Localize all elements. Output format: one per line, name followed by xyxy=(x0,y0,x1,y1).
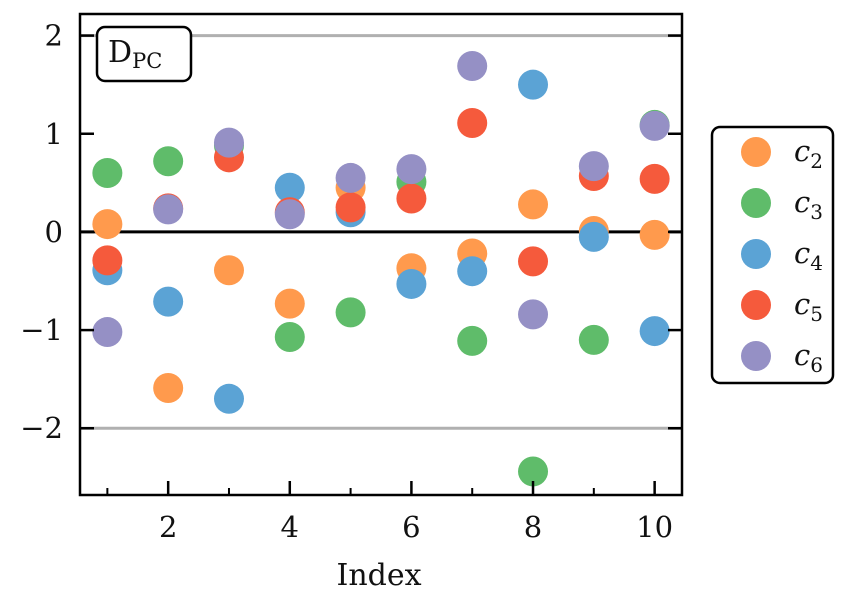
data-points xyxy=(92,51,670,487)
point-c5-1 xyxy=(92,245,123,276)
point-c5-6 xyxy=(396,183,427,214)
y-tick-label: −2 xyxy=(20,411,63,445)
point-c2-3 xyxy=(213,255,244,286)
legend-label: c6 xyxy=(794,338,823,377)
legend-item-c4: c4 xyxy=(741,236,823,275)
point-c3-5 xyxy=(335,297,366,328)
point-c3-8 xyxy=(518,456,549,487)
annotation-base: D xyxy=(108,35,132,70)
point-c6-4 xyxy=(274,199,305,230)
x-tick-label: 8 xyxy=(524,510,542,544)
point-c4-6 xyxy=(396,268,427,299)
legend-marker xyxy=(741,188,771,218)
legend-item-c2: c2 xyxy=(741,134,823,173)
point-c4-9 xyxy=(578,221,609,252)
plot-frame xyxy=(78,12,684,497)
point-c5-10 xyxy=(639,163,670,194)
x-tick-label: 2 xyxy=(159,510,177,544)
point-c3-9 xyxy=(578,324,609,355)
point-c6-9 xyxy=(578,151,609,182)
legend: c2 c3 c4 c5 c6 xyxy=(710,125,835,385)
annotation-box: DPC xyxy=(95,25,193,83)
x-axis-label: Index xyxy=(336,558,421,593)
y-tick-label: 1 xyxy=(45,117,63,151)
x-tick-label: 4 xyxy=(281,510,299,544)
legend-marker xyxy=(741,239,771,269)
legend-label: c4 xyxy=(794,236,823,275)
y-tick-label: −1 xyxy=(20,313,63,347)
point-c2-1 xyxy=(92,209,123,240)
point-c6-7 xyxy=(457,51,488,82)
point-c6-6 xyxy=(396,154,427,185)
axis-ticks: 2 4 6 8 10 −2 −1 0 1 2 xyxy=(20,19,682,544)
y-tick-label: 0 xyxy=(45,215,63,249)
point-c3-4 xyxy=(274,321,305,352)
point-c4-3 xyxy=(213,383,244,414)
point-c6-5 xyxy=(335,162,366,193)
point-c4-2 xyxy=(153,286,184,317)
legend-label: c5 xyxy=(794,287,823,326)
x-tick-label: 6 xyxy=(402,510,420,544)
point-c2-2 xyxy=(153,373,184,404)
legend-item-c5: c5 xyxy=(741,287,823,326)
point-c3-7 xyxy=(457,325,488,356)
legend-label: c2 xyxy=(794,134,823,173)
point-c4-7 xyxy=(457,256,488,287)
point-c6-3 xyxy=(213,127,244,158)
legend-item-c6: c6 xyxy=(741,338,823,377)
legend-marker xyxy=(741,290,771,320)
legend-marker xyxy=(741,341,771,371)
point-c3-1 xyxy=(92,158,123,189)
legend-frame xyxy=(710,125,835,385)
y-tick-label: 2 xyxy=(45,19,63,53)
annotation-label: DPC xyxy=(108,35,162,73)
legend-marker xyxy=(741,137,771,167)
point-c6-2 xyxy=(153,194,184,225)
annotation-sub: PC xyxy=(132,49,162,73)
point-c3-2 xyxy=(153,146,184,177)
point-c4-4 xyxy=(274,172,305,203)
point-c2-4 xyxy=(274,288,305,319)
point-c4-8 xyxy=(518,69,549,100)
point-c5-8 xyxy=(518,246,549,277)
point-c6-8 xyxy=(518,299,549,330)
point-c4-10 xyxy=(639,316,670,347)
point-c6-1 xyxy=(92,317,123,348)
x-tick-label: 10 xyxy=(636,510,673,544)
point-c6-10 xyxy=(639,110,670,141)
point-c2-10 xyxy=(639,219,670,250)
point-c5-7 xyxy=(457,107,488,138)
legend-item-c3: c3 xyxy=(741,185,823,224)
legend-label: c3 xyxy=(794,185,823,224)
point-c2-8 xyxy=(518,189,549,220)
point-c5-5 xyxy=(335,192,366,223)
